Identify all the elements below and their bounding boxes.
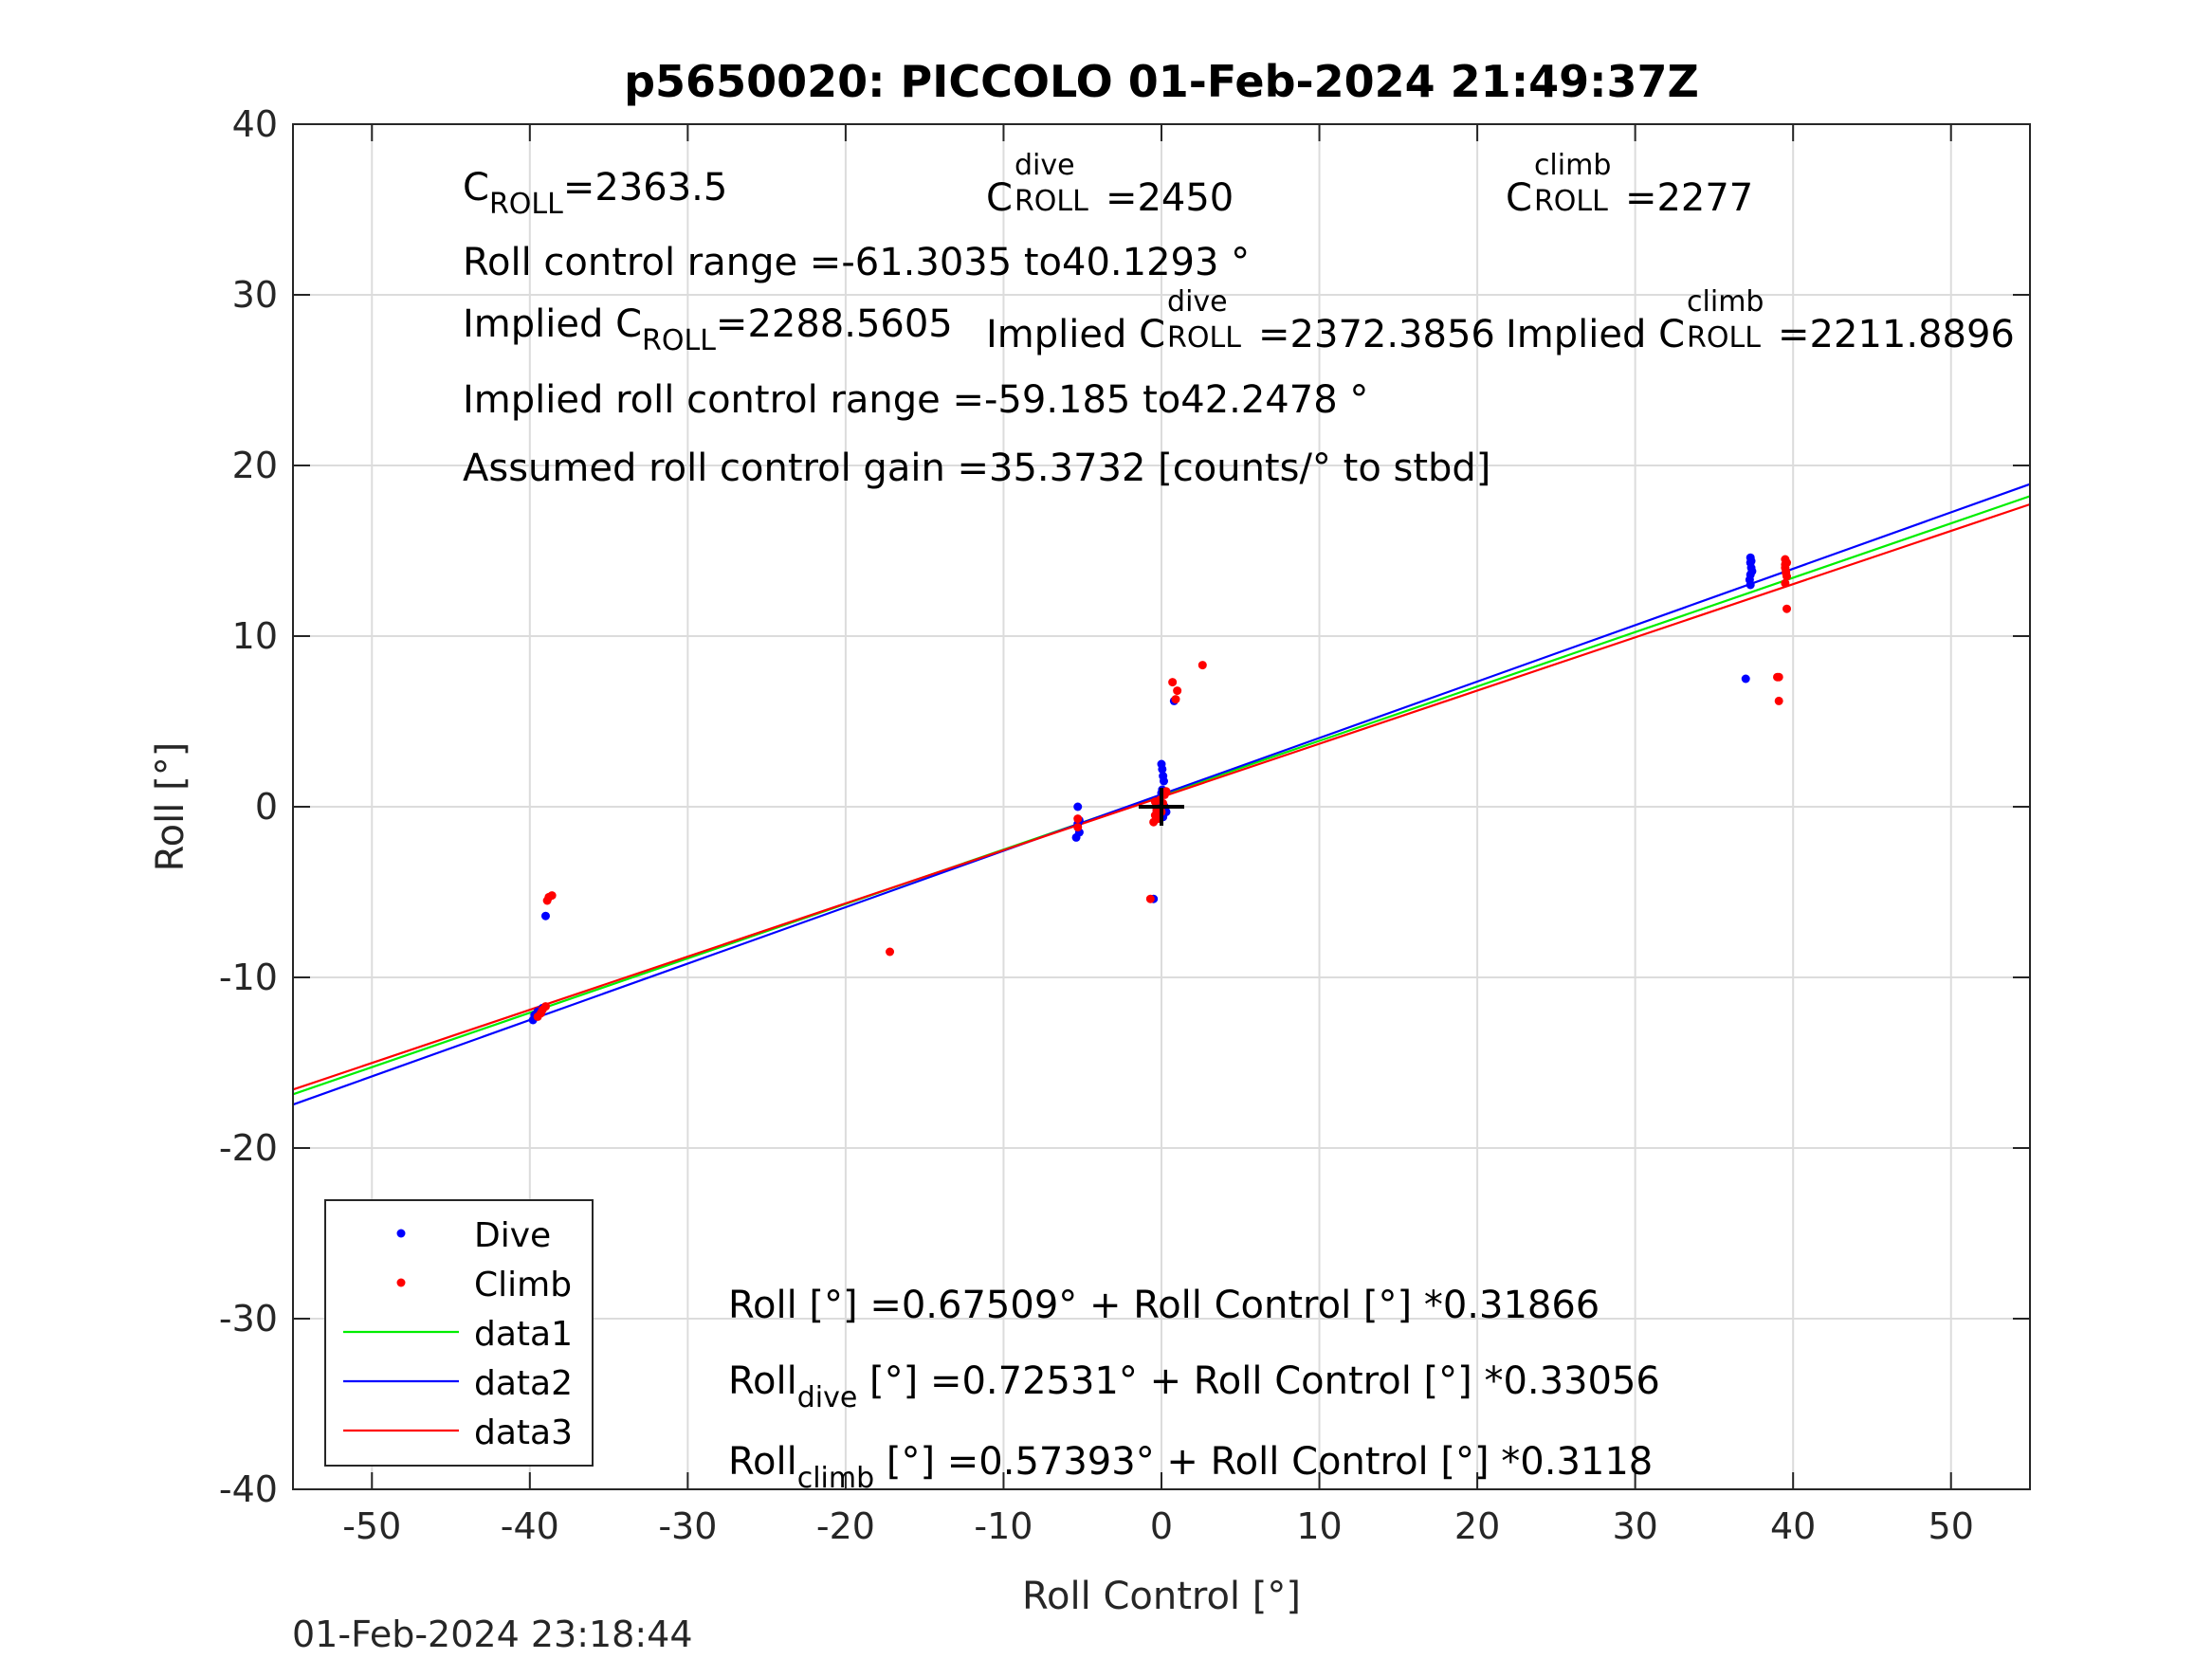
dive-point [1158,764,1167,774]
chart-title: p5650020: PICCOLO 01-Feb-2024 21:49:37Z [624,56,1699,107]
climb-point [1782,568,1791,577]
legend-item: Climb [326,1258,592,1307]
ticks [293,123,2030,1490]
x-tick-label: -50 [342,1505,401,1547]
x-tick-label: 0 [1150,1505,1173,1547]
legend-item: data2 [326,1357,592,1406]
implied-c-roll-annotation: Implied CROLL=2288.5605 [463,302,953,357]
y-tick-label: -20 [219,1127,278,1169]
fit-all-annotation: Roll [°] =0.67509° + Roll Control [°] *0… [728,1284,1600,1327]
x-axis-label: Roll Control [°] [1022,1575,1301,1618]
y-axis-label: Roll [°] [149,742,192,872]
climb-point [1197,661,1207,670]
climb-point [1161,787,1171,796]
x-tick-label: 10 [1296,1505,1342,1547]
climb-point [1073,823,1083,832]
y-tick-label: 0 [255,786,278,828]
fit-dive-annotation: Rolldive [°] =0.72531° + Roll Control [°… [728,1359,1660,1414]
legend-symbol [343,1379,459,1383]
legend: Dive Climb data1 data2 data3 [324,1199,594,1467]
legend-symbol [343,1429,459,1432]
y-tick-label: -30 [219,1298,278,1340]
legend-symbol [343,1330,459,1334]
legend-item: Dive [326,1209,592,1258]
roll-control-range-annotation: Roll control range =-61.3035 to40.1293 ° [463,241,1251,284]
legend-dot [396,1229,406,1238]
fit-climb-annotation: Rollclimb [°] =0.57393° + Roll Control [… [728,1440,1654,1495]
dive-point [1071,832,1081,842]
legend-symbol [396,1278,406,1287]
origin-marker [1139,788,1184,826]
climb-point [1168,678,1178,687]
data-points [528,553,1792,1025]
climb-point [1171,695,1180,704]
y-tick-label: 30 [232,274,278,316]
legend-dot [396,1278,406,1287]
c-roll-annotation: CROLL=2363.5 [463,166,728,221]
x-tick-label: 50 [1929,1505,1974,1547]
climb-point [1145,894,1155,903]
x-tick-label: 20 [1454,1505,1500,1547]
legend-symbol [396,1229,406,1238]
y-tick-label: 10 [232,615,278,657]
x-tick-label: -40 [501,1505,559,1547]
x-tick-label: 40 [1770,1505,1816,1547]
climb-point [1073,814,1083,824]
climb-point [536,1009,545,1018]
x-tick-label: -10 [974,1505,1033,1547]
climb-point [1774,672,1783,682]
climb-point [1173,686,1182,696]
legend-label: Dive [474,1216,552,1255]
legend-label: data1 [474,1315,573,1354]
climb-point [542,896,552,905]
gain-annotation: Assumed roll control gain =35.3732 [coun… [463,447,1491,490]
climb-point [1774,696,1783,705]
y-tick-label: -40 [219,1468,278,1510]
legend-item: data3 [326,1406,592,1455]
legend-label: data3 [474,1413,573,1452]
dive-point [1747,567,1757,576]
climb-point [1782,558,1792,568]
dive-point [1746,556,1756,566]
dive-point [540,911,550,921]
climb-point [1781,578,1790,588]
legend-label: Climb [474,1266,573,1304]
legend-item: data1 [326,1307,592,1357]
dive-point [1073,802,1083,811]
y-tick-label: 20 [232,445,278,486]
x-tick-label: 30 [1612,1505,1657,1547]
dive-point [1741,674,1750,684]
footer-timestamp: 01-Feb-2024 23:18:44 [292,1613,693,1655]
x-tick-label: -20 [816,1505,875,1547]
legend-label: data2 [474,1364,573,1403]
y-tick-label: 40 [232,103,278,145]
dive-point [1159,776,1168,786]
climb-point [1782,604,1792,613]
y-tick-label: -10 [219,957,278,998]
x-tick-label: -30 [658,1505,717,1547]
implied-range-annotation: Implied roll control range =-59.185 to42… [463,378,1369,422]
climb-point [886,947,895,957]
tick-labels: -50 -40 -30 -20 -10 0 10 20 30 40 50 -40 -30 -20 -10 0 1… [219,103,1974,1547]
dive-point [1746,580,1755,590]
climb-point [540,1002,550,1012]
